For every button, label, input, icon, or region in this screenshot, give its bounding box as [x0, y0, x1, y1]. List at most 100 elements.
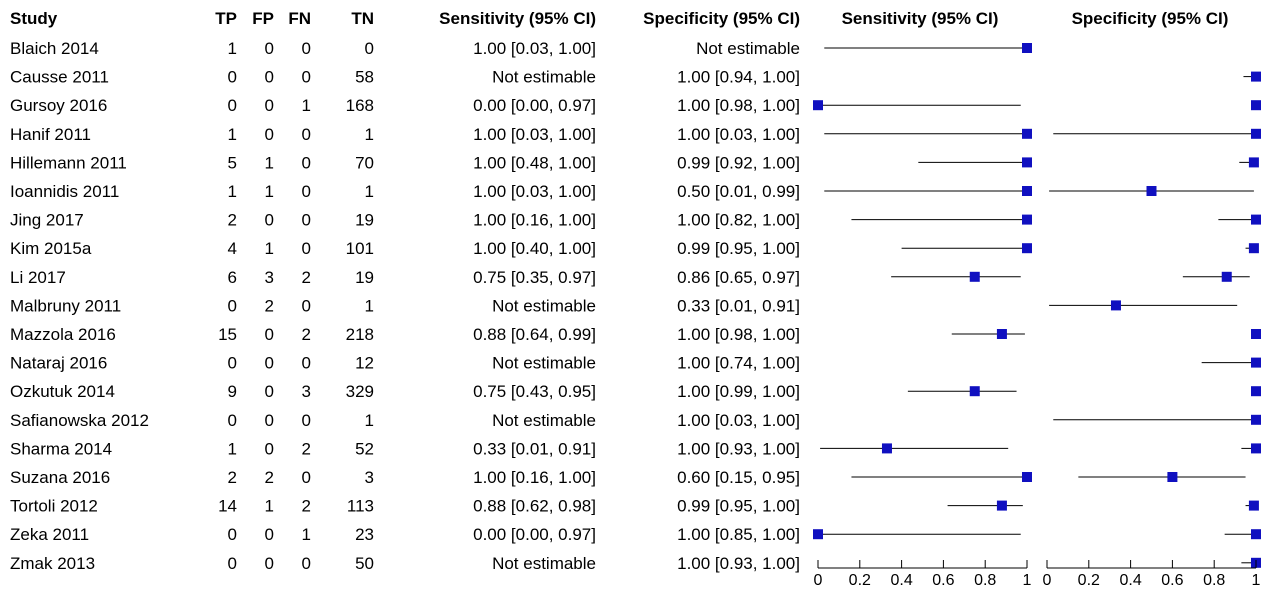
tn-value: 12 [355, 354, 374, 373]
sensitivity-point [1022, 186, 1032, 196]
sensitivity-plot-marks [813, 43, 1032, 540]
specificity-ci-text: 0.86 [0.65, 0.97] [677, 268, 800, 287]
tn-value: 19 [355, 268, 374, 287]
study-name: Zmak 2013 [10, 554, 95, 573]
table-row: Blaich 2014 1 0 0 0 1.00 [0.03, 1.00] Not esti… [10, 39, 800, 58]
sensitivity-ci-text: 0.75 [0.35, 0.97] [473, 268, 596, 287]
sensitivity-point [1022, 214, 1032, 225]
table-row: Suzana 2016 2 2 0 3 1.00 [0.16, 1.00] 0.60 [0.… [10, 468, 800, 487]
fp-value: 1 [265, 239, 274, 258]
study-name: Tortoli 2012 [10, 497, 98, 516]
study-name: Zeka 2011 [10, 525, 89, 544]
specificity-ci-text: 1.00 [0.82, 1.00] [677, 211, 800, 230]
specificity-point [1248, 243, 1259, 254]
tn-value: 1 [365, 411, 374, 430]
specificity-point [1251, 357, 1261, 368]
sensitivity-ci-text: 0.00 [0.00, 0.97] [473, 96, 596, 115]
specificity-point [1248, 500, 1259, 511]
specificity-ci-text: 1.00 [0.98, 1.00] [677, 96, 800, 115]
header-sensitivity-ci: Sensitivity (95% CI) [439, 9, 596, 28]
sensitivity-point [1022, 43, 1032, 53]
sensitivity-ci-text: 0.33 [0.01, 0.91] [473, 439, 596, 458]
study-name: Jing 2017 [10, 211, 84, 230]
study-name: Li 2017 [10, 268, 66, 287]
tp-value: 4 [228, 239, 237, 258]
header-specificity-ci: Specificity (95% CI) [643, 9, 800, 28]
tp-value: 0 [228, 354, 237, 373]
specificity-ci-text: 1.00 [0.94, 1.00] [677, 68, 800, 87]
tp-value: 0 [228, 411, 237, 430]
fp-value: 0 [265, 39, 274, 58]
specificity-point [1251, 100, 1261, 111]
fn-value: 0 [302, 39, 311, 58]
fp-value: 0 [265, 411, 274, 430]
sensitivity-ci-text: 0.00 [0.00, 0.97] [473, 525, 596, 544]
fn-value: 0 [302, 182, 311, 201]
study-name: Safianowska 2012 [10, 411, 149, 430]
specificity-point [1248, 157, 1259, 168]
specificity-point [1251, 414, 1261, 425]
header-fp: FP [252, 9, 274, 28]
table-row: Jing 2017 2 0 0 19 1.00 [0.16, 1.00] 1.00 [0.8… [10, 211, 800, 230]
sensitivity-ci-text: 0.75 [0.43, 0.95] [473, 382, 596, 401]
sensitivity-ci-text: 1.00 [0.16, 1.00] [473, 468, 596, 487]
fn-value: 1 [302, 96, 311, 115]
specificity-ci-text: 1.00 [0.98, 1.00] [677, 325, 800, 344]
study-name: Hillemann 2011 [10, 153, 127, 172]
table-row: Zmak 2013 0 0 0 50 Not estimable 1.00 [0.93, 1… [10, 554, 800, 573]
sensitivity-tick-label: 0.4 [890, 572, 912, 589]
table-row: Hanif 2011 1 0 0 1 1.00 [0.03, 1.00] 1.00 [0.0… [10, 125, 800, 144]
tn-value: 58 [355, 68, 374, 87]
fp-value: 0 [265, 125, 274, 144]
specificity-point [1251, 214, 1261, 225]
fp-value: 1 [265, 497, 274, 516]
specificity-point [1167, 472, 1178, 482]
table-row: Malbruny 2011 0 2 0 1 Not estimable 0.33 [0.01… [10, 296, 800, 315]
sensitivity-point [969, 386, 980, 397]
specificity-tick-label: 0 [1043, 572, 1052, 589]
sensitivity-point [1022, 243, 1032, 254]
tp-value: 0 [228, 96, 237, 115]
tp-value: 0 [228, 68, 237, 87]
specificity-ci-text: 1.00 [0.93, 1.00] [677, 439, 800, 458]
fp-value: 1 [265, 153, 274, 172]
specificity-tick-label: 1 [1252, 572, 1261, 589]
fn-value: 1 [302, 525, 311, 544]
fp-value: 0 [265, 96, 274, 115]
specificity-ci-text: 1.00 [0.93, 1.00] [677, 554, 800, 573]
tp-value: 5 [228, 153, 237, 172]
sensitivity-tick-label: 1 [1023, 572, 1032, 589]
tn-value: 1 [365, 296, 374, 315]
fn-value: 0 [302, 125, 311, 144]
specificity-ci-text: 0.50 [0.01, 0.99] [677, 182, 800, 201]
tp-value: 0 [228, 296, 237, 315]
sensitivity-tick-label: 0.6 [932, 572, 954, 589]
tp-value: 0 [228, 554, 237, 573]
table-row: Nataraj 2016 0 0 0 12 Not estimable 1.00 [0.74… [10, 354, 800, 373]
fn-value: 2 [302, 325, 311, 344]
fp-value: 0 [265, 211, 274, 230]
fn-value: 0 [302, 153, 311, 172]
specificity-tick-label: 0.2 [1078, 572, 1100, 589]
tp-value: 0 [228, 525, 237, 544]
sensitivity-point [996, 500, 1007, 511]
tn-value: 218 [346, 325, 374, 344]
fp-value: 0 [265, 68, 274, 87]
specificity-ci-text: 0.99 [0.95, 1.00] [677, 239, 800, 258]
specificity-ci-text: 0.33 [0.01, 0.91] [677, 296, 800, 315]
sensitivity-point [969, 271, 980, 282]
tn-value: 19 [355, 211, 374, 230]
study-name: Hanif 2011 [10, 125, 91, 144]
table-row: Ozkutuk 2014 9 0 3 329 0.75 [0.43, 0.95] 1.00 … [10, 382, 800, 401]
sensitivity-ci-text: 1.00 [0.16, 1.00] [473, 211, 596, 230]
fn-value: 0 [302, 211, 311, 230]
tn-value: 0 [365, 39, 374, 58]
specificity-tick-label: 0.8 [1203, 572, 1225, 589]
header-specificity-plot: Specificity (95% CI) [1072, 9, 1229, 28]
specificity-tick-label: 0.4 [1119, 572, 1141, 589]
column-headers: Study TP FP FN TN Sensitivity (95% CI) S… [10, 9, 1228, 28]
study-name: Mazzola 2016 [10, 325, 116, 344]
specificity-point [1251, 329, 1261, 339]
fn-value: 0 [302, 411, 311, 430]
tp-value: 1 [228, 39, 237, 58]
